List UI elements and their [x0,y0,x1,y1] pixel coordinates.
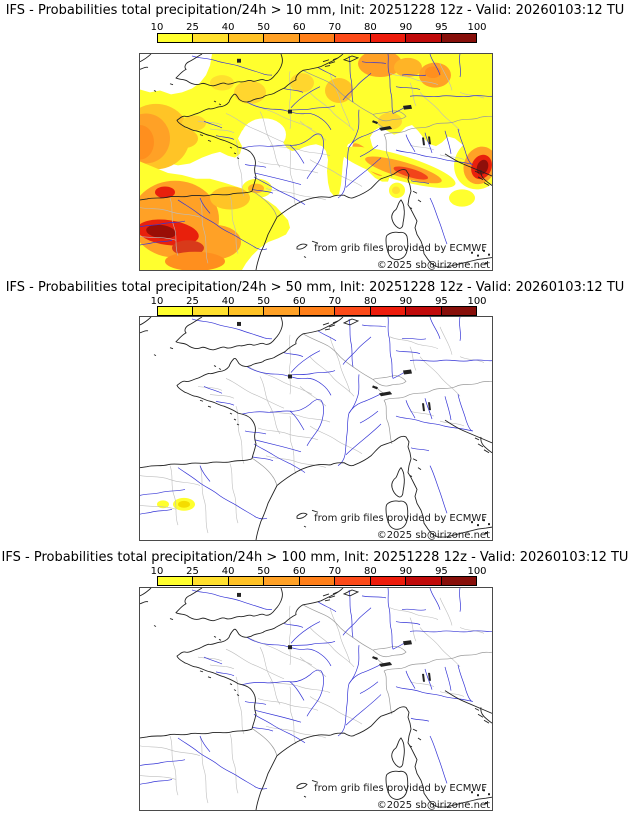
ecmwf-credit: from grib files provided by ECMWF [314,243,487,254]
map-canvas [140,588,492,810]
panel-precip-gt-10mm: IFS - Probabilities total precipitation/… [0,0,630,277]
scale-tick-label: 60 [292,296,306,307]
colorbar-segment [335,307,371,315]
colorbar-segment [228,577,265,585]
scale-tick-label: 100 [467,22,487,33]
copyright-text: ©2025 sb@irizone.net [376,800,490,811]
colorbar-segment [406,307,442,315]
scale-tick-label: 80 [363,22,377,33]
scale-tick-label: 40 [221,22,235,33]
colorbar-segment [264,307,300,315]
panel-title: IFS - Probabilities total precipitation/… [1,550,629,565]
scale-tick-label: 50 [257,22,271,33]
colorbar-segment [228,307,265,315]
colorbar-segment [299,34,336,42]
colorbar-segment [299,577,336,585]
scale-tick-label: 25 [186,296,199,307]
map-canvas [140,54,492,270]
colorbar-segment [441,34,476,42]
map-canvas [140,317,492,540]
scale-tick-label: 50 [257,566,271,577]
colorbar-segment [370,307,407,315]
scale-tick-label: 90 [399,296,413,307]
colorbar-segment [264,34,300,42]
scale-tick-label: 90 [399,22,413,33]
colorbar-segment [406,577,442,585]
probability-colorbar [157,33,477,43]
scale-tick-label: 70 [328,296,342,307]
scale-tick-label: 60 [292,566,306,577]
scale-tick-label: 25 [186,566,199,577]
probability-colorbar [157,576,477,586]
scale-tick-label: 10 [150,566,164,577]
colorbar-segment [158,34,194,42]
probability-colorbar [157,306,477,316]
colorbar-segment [370,577,407,585]
colorbar-segment [158,577,194,585]
colorbar-segment [441,307,476,315]
scale-tick-label: 40 [221,566,235,577]
colorbar-segment [193,34,229,42]
colorbar-segment [335,577,371,585]
colorbar-segment [406,34,442,42]
map-precip-gt-10mm: from grib files provided by ECMWF ©2025 … [139,53,493,271]
colorbar-segment [299,307,336,315]
scale-tick-label: 10 [150,296,164,307]
colorbar-segment [158,307,194,315]
colorbar-segment [370,34,407,42]
ecmwf-credit: from grib files provided by ECMWF [314,783,487,794]
scale-tick-label: 95 [435,566,448,577]
colorbar-segment [193,307,229,315]
copyright-text: ©2025 sb@irizone.net [376,530,490,541]
scale-tick-label: 60 [292,22,306,33]
scale-tick-label: 100 [467,296,487,307]
colorbar-scale-labels: 10 25 40 50 60 70 80 90 95 100 [151,566,487,577]
colorbar-segment [335,34,371,42]
scale-tick-label: 95 [435,296,448,307]
scale-tick-label: 90 [399,566,413,577]
colorbar-segment [441,577,476,585]
colorbar-scale-labels: 10 25 40 50 60 70 80 90 95 100 [151,296,487,307]
scale-tick-label: 10 [150,22,164,33]
scale-tick-label: 100 [467,566,487,577]
scale-tick-label: 80 [363,296,377,307]
map-precip-gt-100mm: from grib files provided by ECMWF ©2025 … [139,587,493,811]
copyright-text: ©2025 sb@irizone.net [376,260,490,271]
panel-title: IFS - Probabilities total precipitation/… [5,280,625,295]
scale-tick-label: 25 [186,22,199,33]
scale-tick-label: 70 [328,22,342,33]
colorbar-scale-labels: 10 25 40 50 60 70 80 90 95 100 [151,22,487,33]
colorbar-segment [228,34,265,42]
panel-precip-gt-100mm: IFS - Probabilities total precipitation/… [0,547,630,828]
colorbar-segment [264,577,300,585]
panel-title: IFS - Probabilities total precipitation/… [5,3,625,18]
scale-tick-label: 80 [363,566,377,577]
map-precip-gt-50mm: from grib files provided by ECMWF ©2025 … [139,316,493,541]
scale-tick-label: 40 [221,296,235,307]
scale-tick-label: 95 [435,22,448,33]
scale-tick-label: 70 [328,566,342,577]
panel-precip-gt-50mm: IFS - Probabilities total precipitation/… [0,277,630,547]
scale-tick-label: 50 [257,296,271,307]
colorbar-segment [193,577,229,585]
ecmwf-credit: from grib files provided by ECMWF [314,513,487,524]
